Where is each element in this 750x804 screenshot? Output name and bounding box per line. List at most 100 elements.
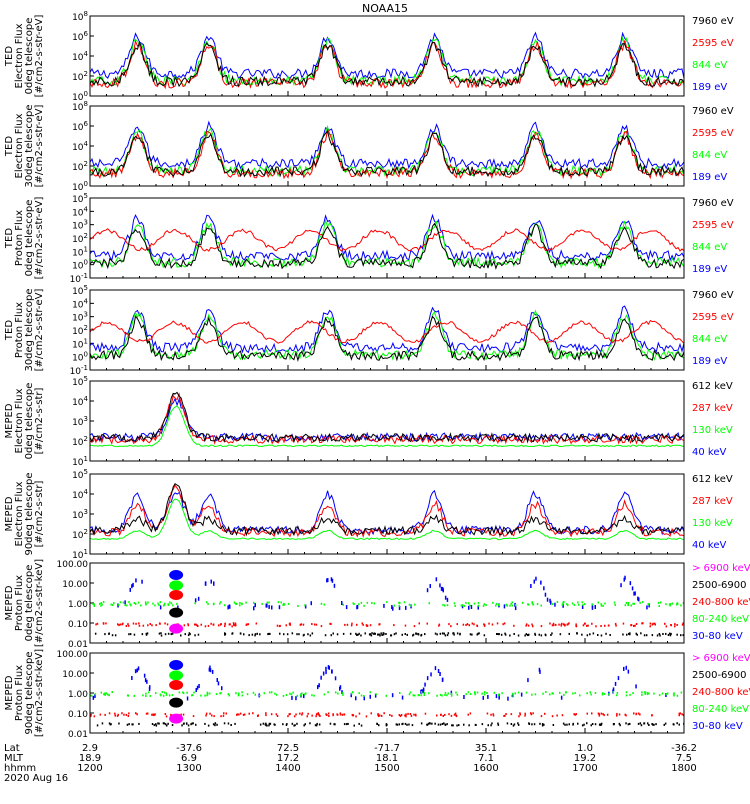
point	[200, 694, 202, 697]
point	[92, 603, 94, 606]
point	[413, 713, 415, 716]
point	[144, 678, 147, 683]
point	[212, 623, 215, 626]
point	[252, 691, 255, 694]
point	[128, 601, 130, 604]
point	[447, 632, 450, 635]
y-tick-label: 104	[72, 140, 88, 153]
point	[437, 669, 440, 673]
ylabel-line: [#/cm2-s-str-eV]	[34, 105, 45, 188]
point	[214, 724, 216, 727]
point	[236, 713, 238, 716]
point	[434, 666, 437, 671]
point	[105, 622, 107, 625]
point	[313, 694, 315, 697]
point	[551, 692, 553, 695]
point	[327, 578, 329, 583]
point	[136, 713, 138, 716]
point	[582, 624, 585, 627]
point	[641, 691, 643, 694]
point	[192, 715, 195, 718]
point	[187, 634, 190, 637]
footer-tick-hhmm: 1400	[275, 763, 300, 774]
point	[118, 624, 120, 627]
point	[212, 603, 215, 606]
point	[159, 622, 161, 625]
y-tick-label: 104	[72, 297, 88, 310]
point	[627, 603, 629, 606]
point	[169, 601, 171, 604]
point	[356, 633, 358, 636]
point	[293, 715, 296, 718]
point	[446, 723, 448, 726]
point	[587, 624, 589, 627]
point	[108, 722, 111, 725]
point	[291, 632, 294, 635]
point	[206, 691, 209, 694]
point	[118, 722, 120, 725]
point	[637, 712, 640, 715]
point	[666, 692, 669, 695]
point	[455, 714, 457, 717]
legend-item: 2595 eV	[692, 128, 734, 139]
point	[180, 713, 182, 716]
point	[420, 633, 423, 636]
point	[496, 633, 498, 635]
point	[167, 632, 170, 635]
point	[520, 692, 523, 697]
point	[624, 604, 627, 607]
point	[420, 691, 423, 694]
point	[165, 693, 168, 696]
point	[676, 602, 679, 605]
y-tick-label: 103	[72, 219, 88, 232]
ylabel-line: [#/cm2-s-str-keV]	[34, 559, 45, 647]
point	[633, 591, 635, 596]
panel-6-legend: 612 keV 287 keV 130 keV 40 keV	[692, 474, 733, 551]
point	[517, 722, 519, 725]
point	[323, 603, 326, 606]
point	[391, 693, 394, 698]
point	[141, 579, 143, 584]
point	[428, 602, 430, 605]
point	[307, 712, 309, 715]
point	[552, 692, 554, 695]
panel-6-frame	[89, 473, 685, 555]
y-tick-label: 106	[72, 120, 88, 133]
point	[519, 713, 521, 716]
point	[124, 600, 126, 605]
point	[672, 693, 675, 696]
point	[600, 634, 603, 637]
point	[251, 633, 254, 636]
point	[243, 713, 246, 716]
point	[645, 634, 648, 637]
point	[476, 624, 478, 627]
point	[511, 604, 514, 607]
point	[572, 723, 574, 726]
point	[204, 581, 207, 586]
point	[481, 723, 484, 726]
point	[438, 623, 441, 626]
point	[624, 575, 626, 580]
point	[309, 722, 311, 725]
point	[453, 602, 456, 605]
point	[612, 691, 615, 693]
point	[305, 692, 307, 695]
point	[342, 603, 344, 606]
point	[669, 634, 672, 637]
point	[248, 634, 250, 637]
point	[444, 723, 447, 726]
point	[111, 691, 113, 694]
point	[289, 713, 291, 715]
point	[385, 724, 388, 727]
point	[177, 605, 179, 610]
point	[474, 723, 477, 726]
point	[536, 603, 539, 605]
point	[679, 712, 681, 715]
series-30-80-kev	[117, 575, 650, 611]
point	[681, 623, 684, 626]
point	[408, 693, 411, 696]
y-tick-label: 105	[72, 468, 88, 481]
point	[604, 602, 606, 605]
point	[135, 578, 137, 583]
point	[474, 693, 476, 696]
